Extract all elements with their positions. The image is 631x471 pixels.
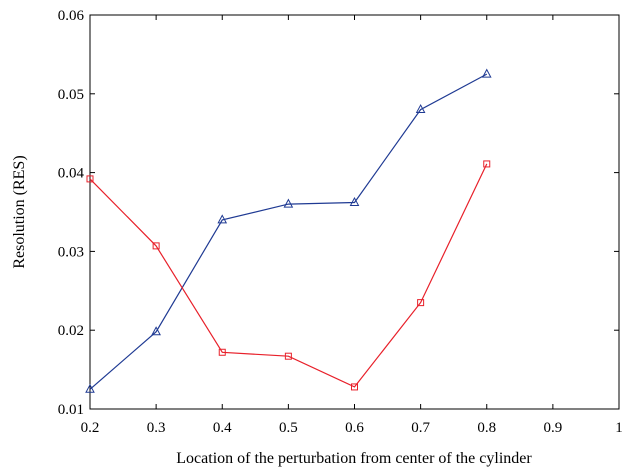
x-tick-label: 0.4 [213,420,232,436]
data-point-square [152,242,160,250]
data-point-triangle [481,68,492,78]
x-tick-label: 1 [615,420,623,436]
x-axis-label: Location of the perturbation from center… [176,450,532,467]
y-tick-label: 0.01 [58,402,84,418]
data-point-square [483,160,491,168]
x-tick-label: 0.5 [279,420,298,436]
series-line [89,163,488,388]
x-tick-label: 0.7 [411,420,430,436]
data-point-triangle [217,214,228,224]
series-line [89,73,488,390]
series-2 [86,160,491,391]
data-point-triangle [415,103,426,114]
x-tick-label: 0.8 [477,420,496,436]
plot-frame [89,14,620,410]
y-tick-label: 0.06 [58,8,85,24]
data-point-triangle [85,383,95,393]
series-1 [85,68,492,393]
data-point-square [284,352,292,360]
x-tick-label: 0.3 [147,420,166,436]
x-tick-label: 0.2 [81,420,100,436]
y-tick-label: 0.02 [58,323,84,339]
data-point-square [351,383,358,391]
data-point-triangle [151,326,161,336]
y-tick-label: 0.04 [58,166,85,182]
series-layer [85,68,492,393]
y-axis-label: Resolution (RES) [11,155,28,268]
axis-ticks: 0.2 0.3 0.4 0.5 0.6 0.7 0.8 0.9 1 0.01 0.02 0.03 0.0… [58,8,623,436]
data-point-square [218,348,226,356]
data-point-triangle [349,196,360,207]
data-point-square [417,299,425,307]
x-tick-label: 0.9 [544,420,563,436]
y-tick-label: 0.03 [58,244,84,260]
x-tick-label: 0.6 [345,420,364,436]
data-point-square [86,175,94,183]
y-tick-label: 0.05 [58,87,84,103]
data-point-triangle [283,198,294,208]
